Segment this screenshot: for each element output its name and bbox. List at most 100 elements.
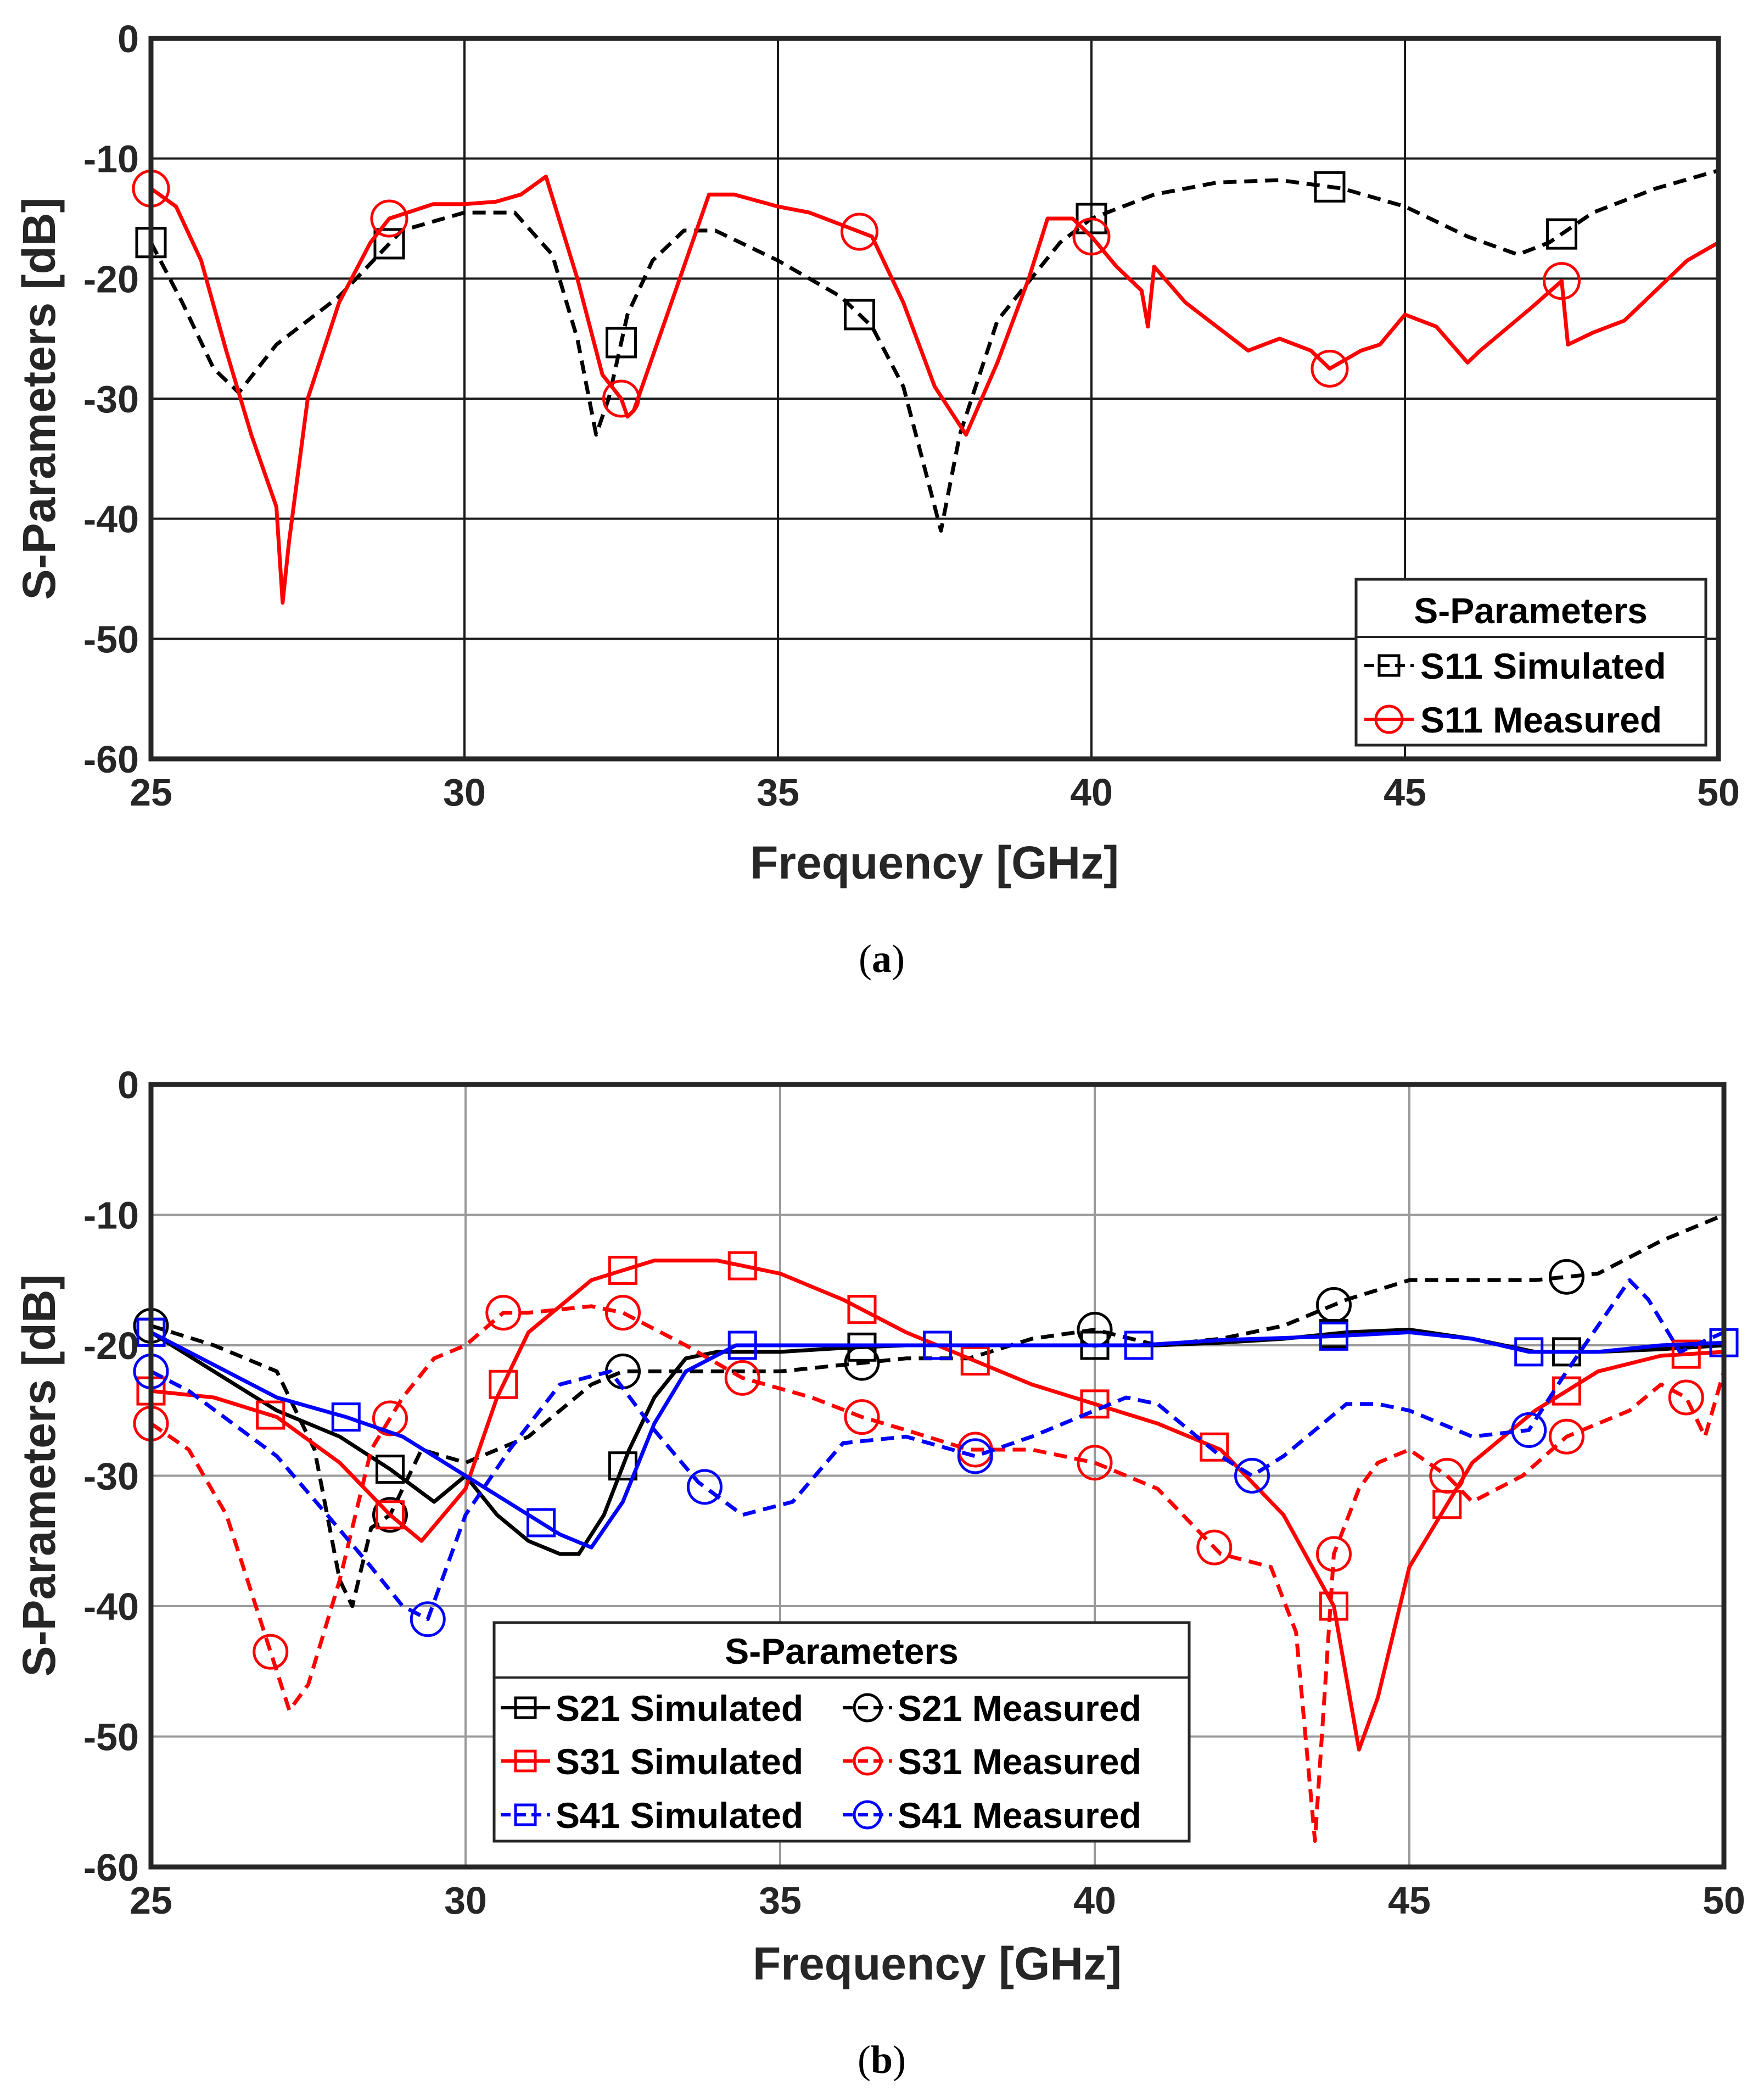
circle-marker bbox=[1668, 1379, 1704, 1416]
x-tick-label: 35 bbox=[757, 771, 799, 814]
circle-marker-icon bbox=[853, 1800, 882, 1830]
legend-entry-s31-measured: S31 Measured bbox=[843, 1741, 1141, 1782]
y-tick-label: -20 bbox=[83, 258, 139, 300]
square-marker bbox=[331, 1402, 361, 1432]
square-marker bbox=[727, 1330, 757, 1360]
circle-marker bbox=[1311, 349, 1349, 388]
series-line bbox=[150, 1330, 1724, 1550]
legend-label: S11 Measured bbox=[1420, 700, 1662, 740]
series-s41-measured bbox=[133, 1278, 1725, 1637]
circle-marker bbox=[1315, 1287, 1352, 1323]
square-marker bbox=[1514, 1337, 1544, 1367]
chart-panel-a: 0 -10 -20 -30 -40 -50 -60 25 30 35 40 45… bbox=[13, 18, 1740, 981]
circle-marker bbox=[1077, 1445, 1113, 1481]
circle-marker bbox=[1234, 1458, 1270, 1494]
circle-marker bbox=[1549, 1418, 1584, 1455]
square-marker bbox=[608, 1255, 637, 1285]
circle-marker bbox=[1511, 1412, 1547, 1448]
x-tick-label: 30 bbox=[444, 1879, 487, 1922]
circle-marker bbox=[844, 1399, 880, 1435]
square-marker bbox=[1076, 203, 1107, 234]
series-line bbox=[149, 169, 1719, 533]
square-marker bbox=[375, 1500, 405, 1530]
legend-label: S21 Measured bbox=[898, 1688, 1141, 1729]
circle-marker bbox=[372, 1497, 408, 1533]
square-marker bbox=[606, 327, 637, 359]
plot-frame-a bbox=[148, 36, 1721, 762]
caption-b: (b) bbox=[858, 2038, 906, 2082]
legend-box-a bbox=[1354, 578, 1707, 747]
circle-marker bbox=[372, 1400, 408, 1436]
legend-entry-s11-simulated: S11 Simulated bbox=[1364, 646, 1666, 686]
x-tick-label: 45 bbox=[1384, 771, 1426, 814]
circle-marker bbox=[602, 379, 640, 418]
square-marker bbox=[1319, 1321, 1348, 1351]
legend-label: S31 Measured bbox=[898, 1741, 1141, 1782]
y-tick-label: -30 bbox=[83, 1455, 139, 1498]
legend-label: S21 Simulated bbox=[556, 1688, 803, 1729]
x-tick-label: 40 bbox=[1070, 771, 1113, 814]
legend-entry-s11-measured: S11 Measured bbox=[1364, 700, 1662, 740]
square-marker bbox=[1124, 1330, 1153, 1360]
x-tick-label: 50 bbox=[1703, 1879, 1745, 1922]
circle-marker-icon bbox=[853, 1693, 882, 1723]
tick-labels-a: 0 -10 -20 -30 -40 -50 -60 25 30 35 40 45… bbox=[83, 18, 1740, 814]
circle-marker bbox=[957, 1438, 993, 1474]
square-marker bbox=[1319, 1591, 1348, 1621]
series-line bbox=[150, 1213, 1725, 1608]
legend-entry-s21-simulated: S21 Simulated bbox=[501, 1688, 803, 1729]
square-marker bbox=[1314, 171, 1346, 203]
square-marker bbox=[923, 1330, 952, 1360]
square-marker bbox=[489, 1369, 518, 1399]
square-marker-icon bbox=[1377, 654, 1401, 677]
circle-marker bbox=[485, 1295, 522, 1331]
x-tick-label: 30 bbox=[443, 771, 486, 814]
legend-label: S41 Measured bbox=[898, 1795, 1141, 1836]
square-marker bbox=[1200, 1432, 1229, 1462]
legend-title-a: S-Parameters bbox=[1414, 590, 1648, 631]
x-tick-label: 35 bbox=[759, 1879, 802, 1922]
plot-series-a bbox=[132, 169, 1720, 605]
tick-labels-b: 0 -10 -20 -30 -40 -50 -60 25 30 35 40 45… bbox=[83, 1064, 1745, 1922]
caption-letter: b bbox=[871, 2038, 893, 2082]
legend-label: S41 Simulated bbox=[556, 1795, 803, 1836]
plot-series-b bbox=[133, 1213, 1739, 1843]
circle-marker bbox=[686, 1469, 723, 1505]
x-tick-label: 40 bbox=[1073, 1879, 1116, 1922]
square-marker bbox=[375, 1455, 405, 1484]
legend-a: S-Parameters S11 Simulated S11 Measured bbox=[1354, 578, 1707, 747]
circle-marker bbox=[253, 1634, 289, 1670]
legend-entry-s31-simulated: S31 Simulated bbox=[501, 1741, 803, 1782]
circle-marker bbox=[1072, 217, 1111, 256]
chart-panel-b: 0 -10 -20 -30 -40 -50 -60 25 30 35 40 45… bbox=[13, 1064, 1745, 2082]
y-tick-label: -30 bbox=[83, 378, 139, 421]
legend-entry-s41-measured: S41 Measured bbox=[843, 1795, 1141, 1836]
square-marker bbox=[843, 299, 875, 331]
y-tick-label: -60 bbox=[83, 738, 139, 781]
y-tick-label: -20 bbox=[83, 1324, 139, 1367]
square-marker bbox=[1546, 218, 1577, 250]
series-s11-simulated bbox=[135, 169, 1719, 533]
series-s11-measured bbox=[132, 169, 1720, 605]
x-tick-label: 45 bbox=[1388, 1879, 1431, 1922]
square-marker bbox=[527, 1508, 556, 1538]
plot-frame-b bbox=[148, 1082, 1727, 1870]
circle-marker-icon bbox=[1374, 705, 1404, 734]
square-marker-icon bbox=[514, 1749, 537, 1773]
square-marker bbox=[960, 1346, 990, 1376]
y-tick-label: -50 bbox=[83, 618, 139, 661]
square-marker bbox=[373, 228, 405, 260]
legend-title-b: S-Parameters bbox=[725, 1631, 959, 1671]
y-axis-label-b: S-Parameters [dB] bbox=[13, 1274, 65, 1677]
circle-marker bbox=[1315, 1536, 1352, 1572]
y-tick-label: -40 bbox=[83, 498, 139, 541]
circle-marker bbox=[840, 213, 878, 251]
y-tick-label: -60 bbox=[83, 1846, 139, 1889]
circle-marker bbox=[1429, 1458, 1465, 1494]
square-marker bbox=[727, 1251, 757, 1281]
series-line bbox=[149, 175, 1720, 605]
circle-marker bbox=[410, 1601, 446, 1637]
square-marker-icon bbox=[514, 1696, 537, 1719]
x-axis-label-b: Frequency [GHz] bbox=[753, 1938, 1122, 1989]
